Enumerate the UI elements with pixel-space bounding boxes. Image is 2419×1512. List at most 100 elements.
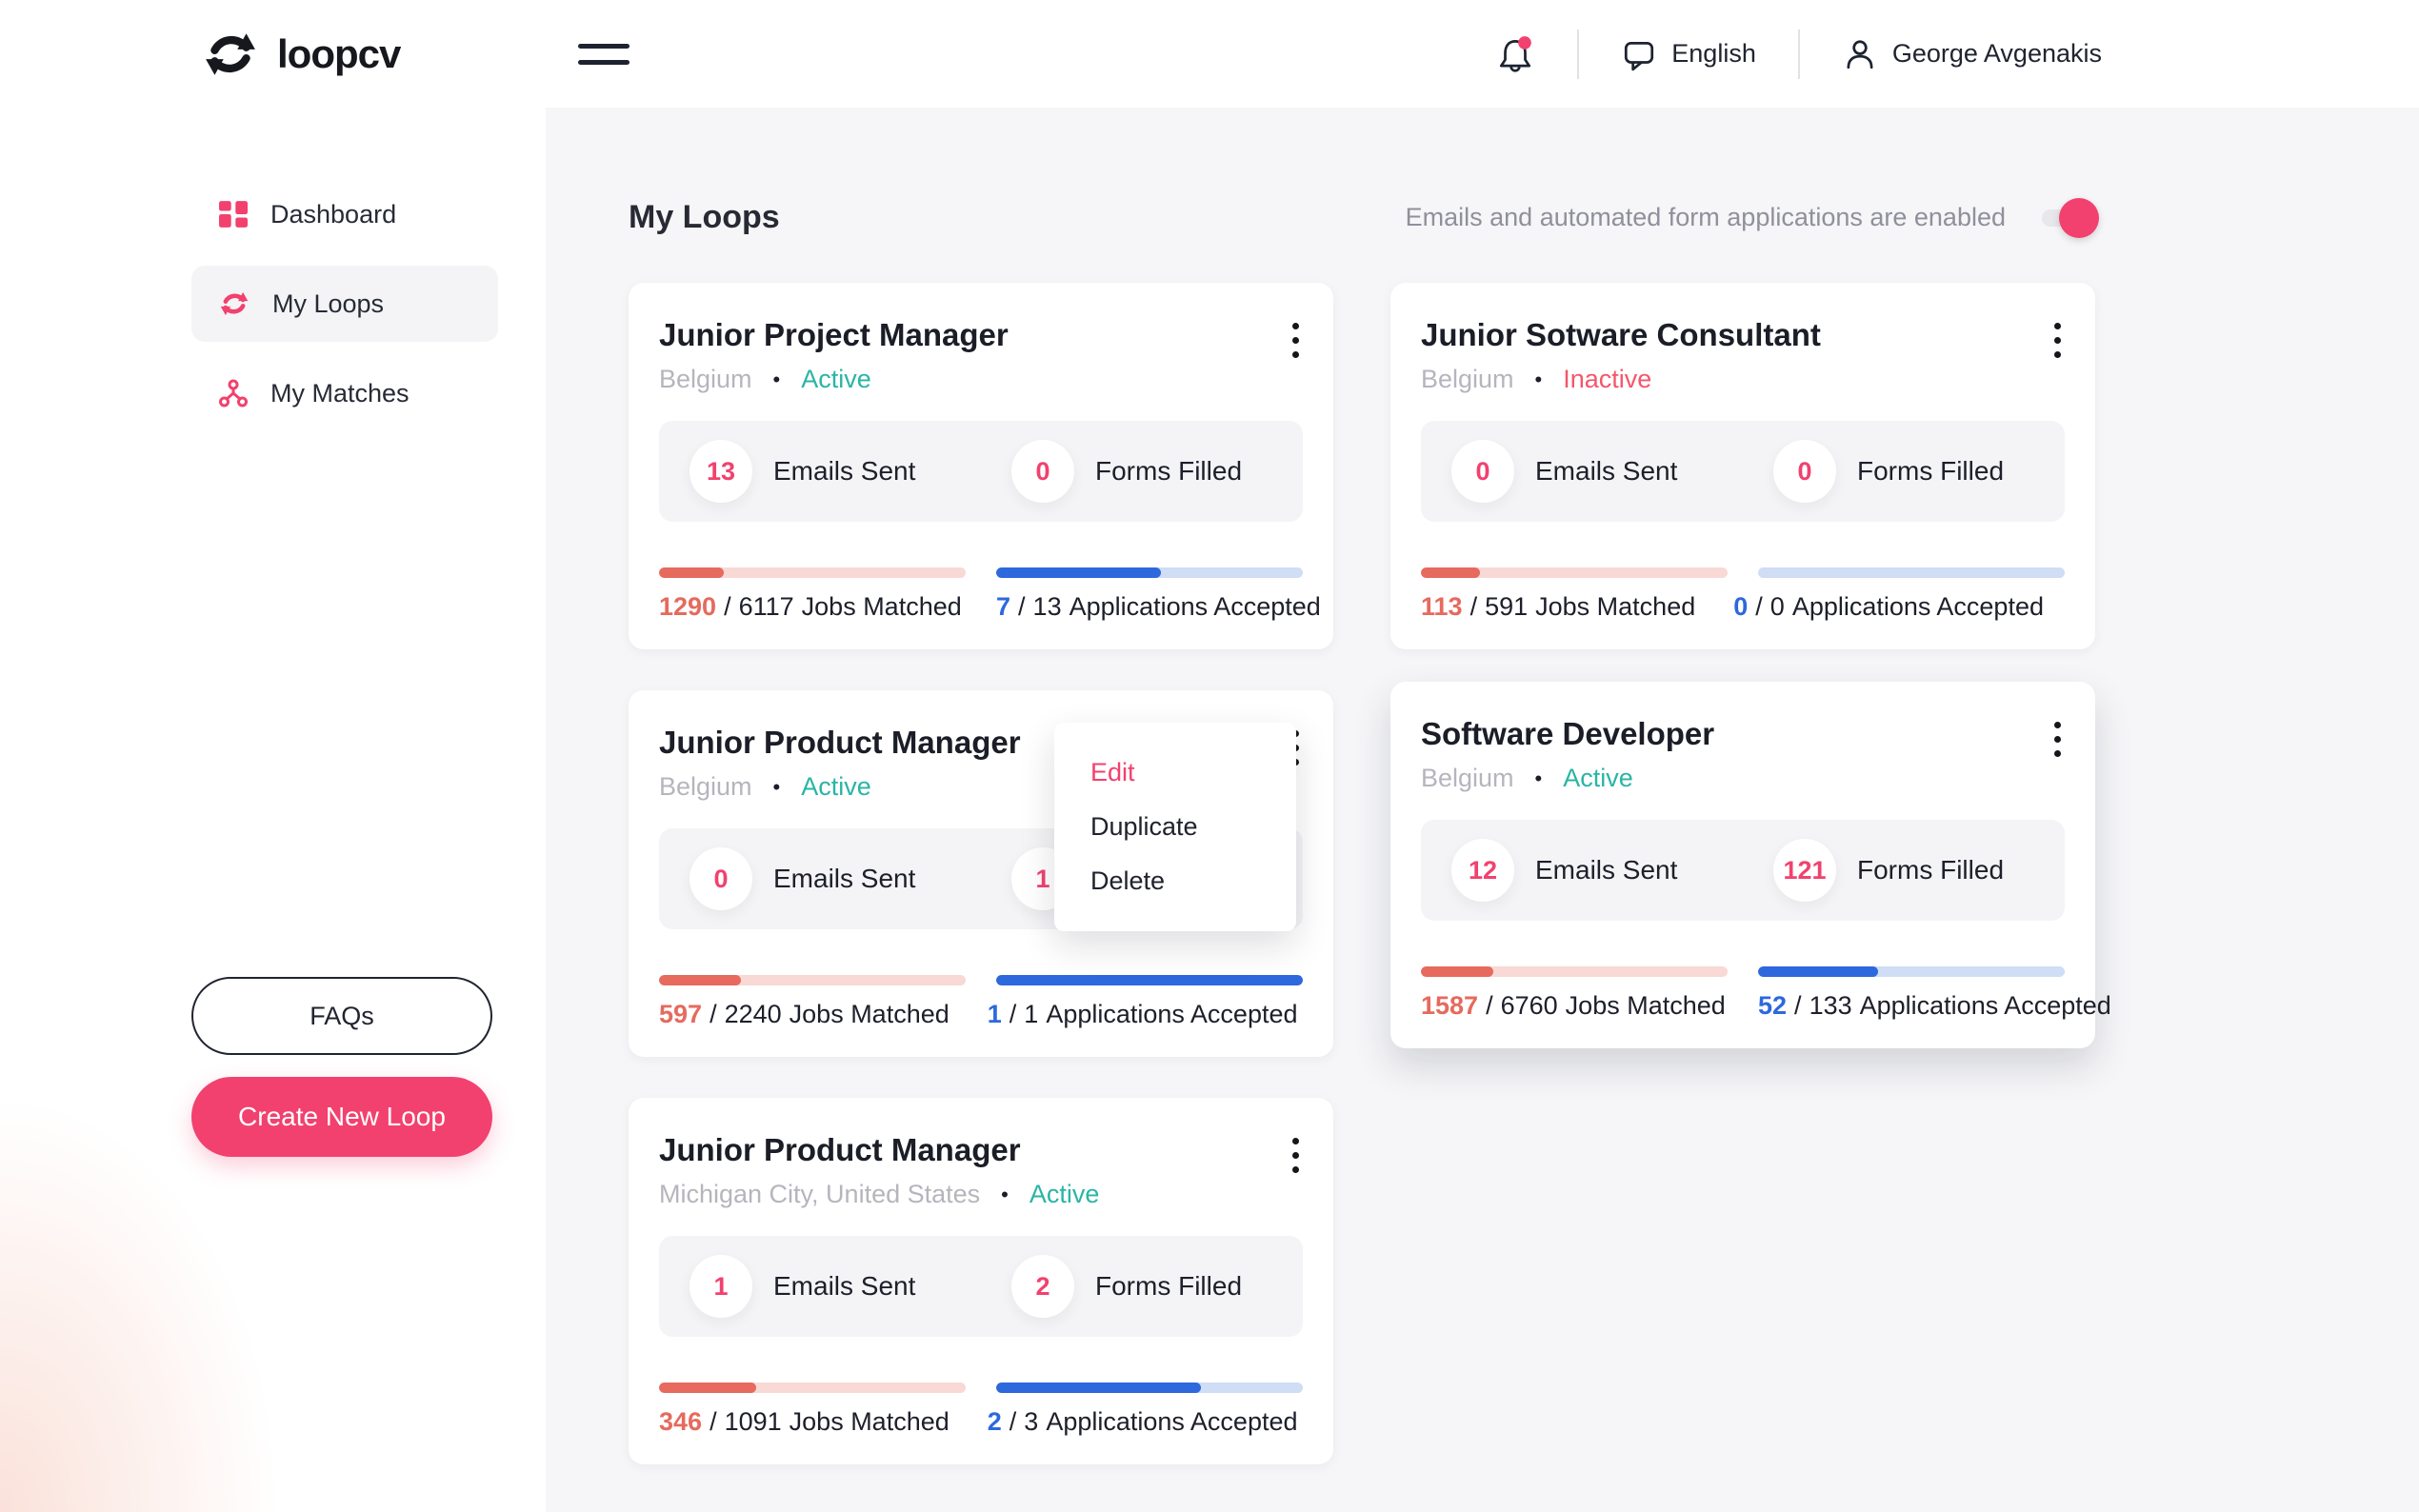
chat-bubble-icon (1621, 36, 1657, 72)
card-location: Michigan City, United States (659, 1180, 981, 1208)
forms-filled-label: Forms Filled (1857, 855, 2005, 885)
card-bottom-stats: 346/1091 Jobs Matched 2/3 Applications Acc… (659, 1407, 1303, 1437)
sidebar: Dashboard My Loops (0, 108, 546, 1512)
menu-item-delete[interactable]: Delete (1054, 854, 1296, 908)
menu-item-duplicate[interactable]: Duplicate (1054, 800, 1296, 854)
jobs-matched-bar (659, 1383, 966, 1393)
page-title: My Loops (629, 199, 780, 235)
forms-filled-count: 0 (1773, 440, 1836, 503)
sidebar-item-label: My Loops (272, 288, 385, 318)
main-header: My Loops Emails and automated form appli… (629, 197, 2099, 238)
applications-accepted-bar (1758, 567, 2065, 578)
separator-dot-icon: • (1534, 766, 1543, 790)
sidebar-bottom: FAQs Create New Loop (191, 977, 492, 1157)
card-title: Junior Project Manager (659, 317, 1009, 352)
forms-filled-label: Forms Filled (1095, 456, 1243, 486)
loop-card-junior-project-manager: Junior Project Manager Belgium • Active … (629, 283, 1333, 649)
card-title: Junior Sotware Consultant (1421, 317, 1821, 352)
loop-card-junior-product-manager-belgium: Junior Product Manager Belgium • Active … (629, 690, 1333, 1057)
emails-sent-count: 0 (1451, 440, 1514, 503)
card-title: Junior Product Manager (659, 1132, 1021, 1167)
card-stats-box: 13 Emails Sent 0 Forms Filled (659, 421, 1303, 522)
separator-dot-icon: • (1534, 367, 1543, 391)
forms-filled-stat: 0 Forms Filled (981, 440, 1303, 503)
toggle-knob (2059, 197, 2099, 238)
hamburger-menu-button[interactable] (578, 36, 630, 72)
dashboard-icon (219, 200, 248, 229)
user-menu[interactable]: George Avgenakis (1842, 36, 2102, 72)
card-status: Inactive (1563, 365, 1652, 393)
automation-toggle-switch[interactable] (2042, 197, 2099, 238)
separator-dot-icon: • (1001, 1182, 1009, 1206)
emails-sent-count: 1 (690, 1255, 752, 1318)
loop-logo-icon (203, 27, 258, 82)
emails-sent-count: 0 (690, 847, 752, 910)
applications-accepted-bar (996, 975, 1303, 985)
card-kebab-menu-button[interactable] (1287, 1132, 1305, 1179)
applications-accepted-bar (996, 1383, 1303, 1393)
card-subtitle: Belgium • Active (1421, 764, 2065, 793)
emails-sent-stat: 0 Emails Sent (659, 847, 981, 910)
emails-sent-label: Emails Sent (773, 1271, 916, 1301)
sidebar-item-my-loops[interactable]: My Loops (191, 266, 498, 342)
logo: loopcv (203, 0, 401, 108)
emails-sent-stat: 12 Emails Sent (1421, 839, 1743, 902)
forms-filled-count: 2 (1011, 1255, 1074, 1318)
language-selector[interactable]: English (1621, 36, 1756, 72)
applications-accepted-bar (1758, 966, 2065, 977)
forms-filled-label: Forms Filled (1095, 1271, 1243, 1301)
forms-filled-count: 0 (1011, 440, 1074, 503)
user-icon (1842, 36, 1878, 72)
sidebar-item-my-matches[interactable]: My Matches (191, 355, 498, 431)
card-bottom-stats: 1290/6117 Jobs Matched 7/13 Applications A… (659, 592, 1321, 622)
applications-accepted-text: 52/133 Applications Accepted (1758, 991, 2111, 1020)
card-location: Belgium (659, 772, 752, 801)
card-status: Active (801, 772, 871, 801)
card-status: Active (1029, 1180, 1100, 1208)
jobs-matched-bar (1421, 966, 1728, 977)
separator-dot-icon: • (772, 367, 781, 391)
sidebar-item-label: Dashboard (270, 199, 397, 229)
notifications-button[interactable] (1495, 34, 1535, 74)
card-kebab-menu-button[interactable] (2049, 716, 2067, 763)
topbar-right: English George Avgenakis (1495, 0, 2102, 108)
jobs-matched-bar (659, 567, 966, 578)
create-new-loop-button[interactable]: Create New Loop (191, 1077, 492, 1157)
jobs-matched-text: 113/591 Jobs Matched (1421, 592, 1696, 621)
card-location: Belgium (1421, 365, 1514, 393)
card-progress-bars (1421, 966, 2065, 977)
card-subtitle: Belgium • Active (659, 365, 1303, 394)
card-location: Belgium (1421, 764, 1514, 792)
separator-dot-icon: • (772, 774, 781, 799)
network-icon (219, 379, 248, 408)
card-progress-bars (659, 567, 1303, 578)
sidebar-item-dashboard[interactable]: Dashboard (191, 176, 498, 252)
card-subtitle: Michigan City, United States • Active (659, 1180, 1303, 1209)
emails-sent-label: Emails Sent (1535, 855, 1678, 885)
menu-item-edit[interactable]: Edit (1054, 746, 1296, 800)
sidebar-nav: Dashboard My Loops (0, 108, 546, 431)
card-progress-bars (659, 975, 1303, 985)
forms-filled-stat: 0 Forms Filled (1743, 440, 2065, 503)
jobs-matched-text: 346/1091 Jobs Matched (659, 1407, 950, 1436)
applications-accepted-text: 2/3 Applications Accepted (987, 1407, 1298, 1436)
forms-filled-stat: 121 Forms Filled (1743, 839, 2065, 902)
loop-icon (219, 288, 250, 319)
loop-card-junior-product-manager-michigan: Junior Product Manager Michigan City, Un… (629, 1098, 1333, 1464)
jobs-matched-text: 1587/6760 Jobs Matched (1421, 991, 1726, 1020)
user-name: George Avgenakis (1891, 39, 2102, 68)
card-kebab-menu-button[interactable] (2049, 317, 2067, 364)
card-progress-bars (1421, 567, 2065, 578)
card-title: Junior Product Manager (659, 725, 1021, 760)
card-context-menu: Edit Duplicate Delete (1054, 723, 1296, 931)
applications-accepted-text: 1/1 Applications Accepted (987, 1000, 1298, 1028)
jobs-matched-text: 597/2240 Jobs Matched (659, 1000, 950, 1028)
card-bottom-stats: 1587/6760 Jobs Matched 52/133 Applications… (1421, 991, 2111, 1021)
main-content: My Loops Emails and automated form appli… (546, 108, 2419, 1512)
card-kebab-menu-button[interactable] (1287, 317, 1305, 364)
automation-toggle-label: Emails and automated form applications a… (1405, 203, 2006, 231)
applications-accepted-bar (996, 567, 1303, 578)
card-bottom-stats: 597/2240 Jobs Matched 1/1 Applications Acc… (659, 1000, 1303, 1029)
faqs-button[interactable]: FAQs (191, 977, 492, 1055)
card-status: Active (801, 365, 871, 393)
